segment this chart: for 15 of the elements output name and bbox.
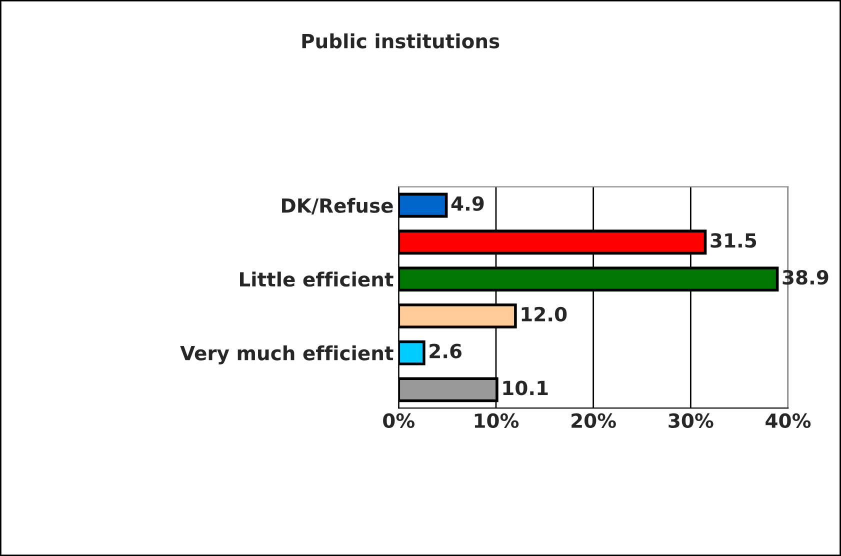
data-label: 4.9 [451,196,484,211]
y-tick-label: Little efficient [240,272,394,287]
y-tick-label: DK/Refuse [282,198,393,214]
data-label: 2.6 [430,344,462,358]
x-tick-label: 40% [766,413,811,428]
x-tick-label: 10% [474,413,519,428]
data-label: 31.5 [710,233,756,248]
data-label: 38.9 [782,270,828,285]
chart-title: Public institutions [302,33,500,48]
x-tick-label: 20% [572,413,616,428]
x-tick-label: 0% [383,413,415,428]
y-tick-label: Very much efficient [180,345,394,364]
data-label: 10.1 [503,380,548,396]
data-label: 12.0 [522,306,567,322]
x-tick-label: 30% [668,413,714,428]
